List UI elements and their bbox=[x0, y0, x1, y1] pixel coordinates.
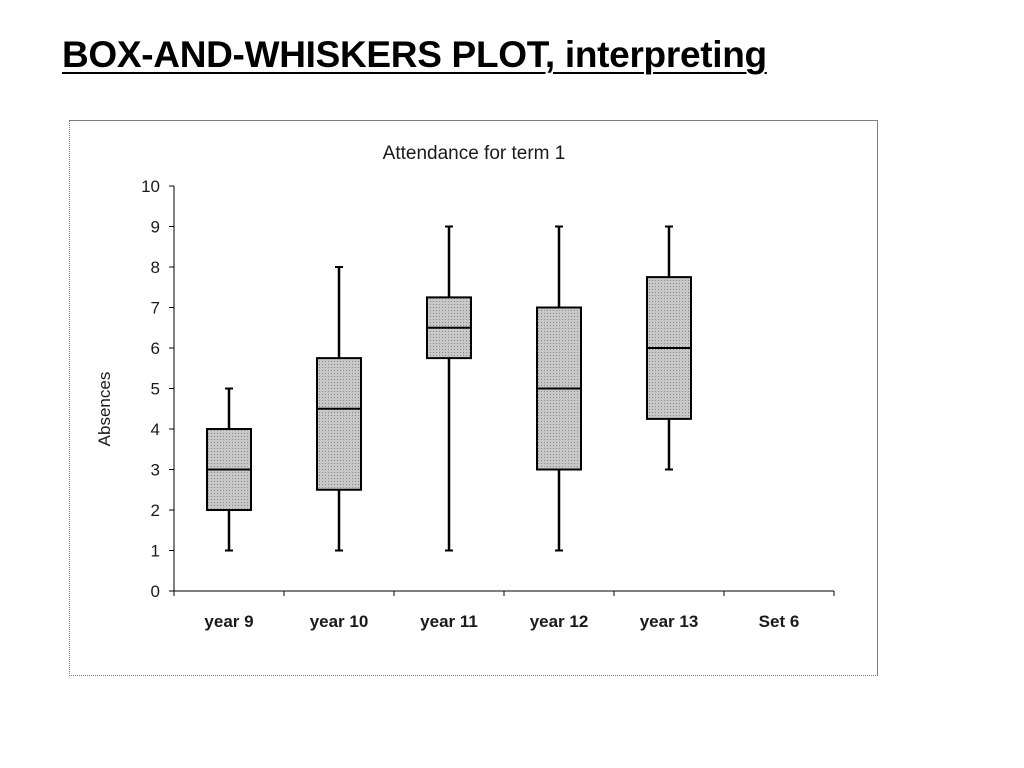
y-tick-label: 2 bbox=[151, 501, 160, 520]
x-tick-label: year 10 bbox=[310, 612, 369, 631]
y-tick-label: 7 bbox=[151, 299, 160, 318]
y-tick-label: 10 bbox=[141, 177, 160, 196]
x-tick-label: year 12 bbox=[530, 612, 589, 631]
y-tick-label: 3 bbox=[151, 461, 160, 480]
chart-title: Attendance for term 1 bbox=[383, 143, 566, 164]
x-axis: year 9 year 10 year 11 year 12 year 13 Set 6 bbox=[173, 590, 835, 631]
box-year-11 bbox=[426, 225, 472, 552]
y-tick-label: 0 bbox=[151, 582, 160, 601]
box-year-10 bbox=[316, 266, 362, 552]
slide-title: BOX-AND-WHISKERS PLOT, interpreting bbox=[62, 34, 767, 75]
y-tick-label: 9 bbox=[151, 218, 160, 237]
y-axis-label: Absences bbox=[95, 372, 114, 447]
y-tick-label: 1 bbox=[151, 542, 160, 561]
x-tick-label: Set 6 bbox=[759, 612, 800, 631]
y-tick-label: 4 bbox=[151, 420, 160, 439]
x-tick-label: year 9 bbox=[204, 612, 253, 631]
chart-frame: Attendance for term 1 Absences 0 1 2 3 4 5 6 7 8… bbox=[69, 120, 878, 676]
box-year-13 bbox=[646, 225, 692, 471]
y-tick-label: 5 bbox=[151, 380, 160, 399]
y-tick-label: 6 bbox=[151, 339, 160, 358]
y-axis: 0 1 2 3 4 5 6 7 8 9 10 bbox=[141, 177, 175, 601]
x-tick-label: year 11 bbox=[420, 612, 478, 631]
y-tick-label: 8 bbox=[151, 258, 160, 277]
box-plot-chart: Attendance for term 1 Absences 0 1 2 3 4 5 6 7 8… bbox=[95, 143, 835, 631]
box-iqr bbox=[316, 357, 362, 491]
boxes bbox=[206, 225, 692, 552]
box-year-12 bbox=[536, 225, 582, 552]
x-tick-label: year 13 bbox=[640, 612, 699, 631]
box-year-9 bbox=[206, 387, 252, 552]
